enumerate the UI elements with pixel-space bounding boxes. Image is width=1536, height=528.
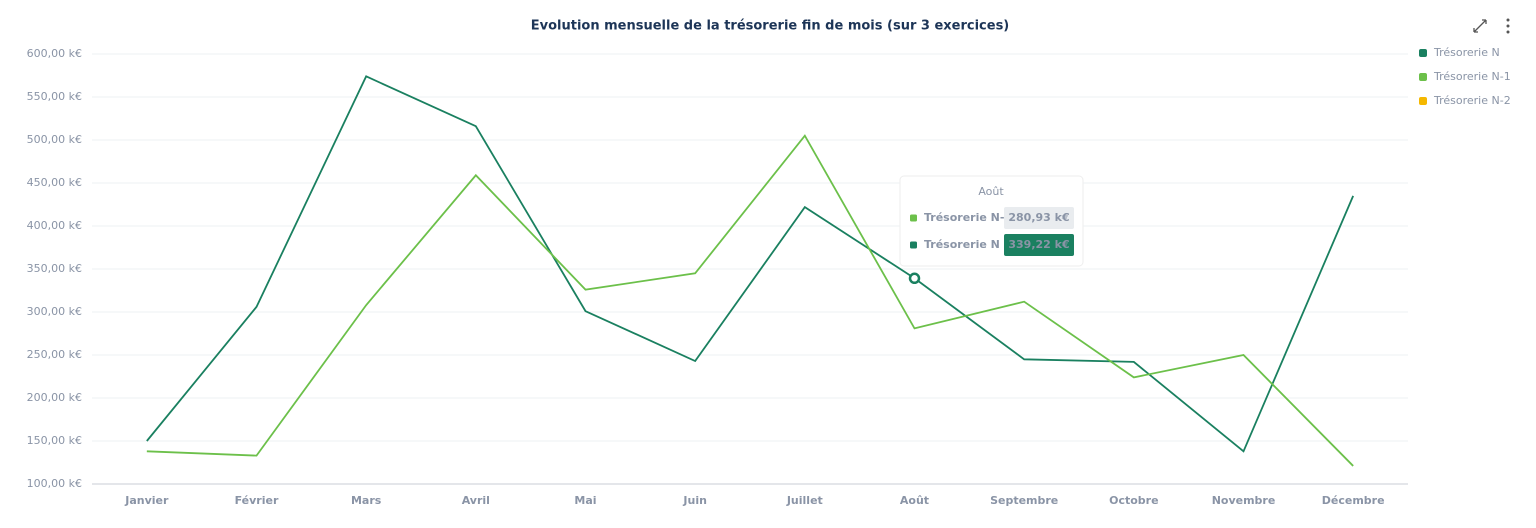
- x-tick-label: Juin: [682, 494, 707, 507]
- x-tick-label: Mai: [574, 494, 596, 507]
- y-tick-label: 200,00 k€: [27, 391, 82, 404]
- x-tick-label: Septembre: [990, 494, 1058, 507]
- tooltip-series: Trésorerie N: [924, 238, 1000, 251]
- legend-label: Trésorerie N-2: [1433, 94, 1511, 107]
- toolbar[interactable]: [1462, 8, 1522, 44]
- x-tick-label: Novembre: [1212, 494, 1276, 507]
- x-tick-label: Décembre: [1322, 494, 1385, 507]
- expand-icon[interactable]: [1473, 19, 1487, 33]
- tooltip-value: 280,93 k€: [1008, 211, 1069, 224]
- y-tick-label: 400,00 k€: [27, 219, 82, 232]
- tooltip-series: Trésorerie N-1: [924, 211, 1012, 224]
- toolbar-bg: [1462, 8, 1522, 44]
- hover-point: [908, 272, 921, 285]
- tooltip-value-bg: [1004, 207, 1074, 229]
- x-tick-label: Août: [900, 494, 929, 507]
- legend-label: Trésorerie N-1: [1433, 70, 1511, 83]
- legend-swatch: [1419, 73, 1427, 81]
- tooltip-value: 339,22 k€: [1008, 238, 1069, 251]
- series-line: [146, 75, 1354, 453]
- y-tick-label: 600,00 k€: [27, 47, 82, 60]
- menu-icon[interactable]: [1506, 18, 1510, 34]
- x-tick-label: Février: [235, 494, 279, 507]
- y-tick-label: 300,00 k€: [27, 305, 82, 318]
- y-tick-label: 150,00 k€: [27, 434, 82, 447]
- y-tick-label: 100,00 k€: [27, 477, 82, 490]
- y-tick-label: 250,00 k€: [27, 348, 82, 361]
- series-line: [146, 134, 1354, 467]
- x-tick-label: Juillet: [786, 494, 823, 507]
- tooltip-title: Août: [978, 185, 1004, 198]
- tooltip-swatch: [910, 241, 917, 249]
- y-tick-label: 350,00 k€: [27, 262, 82, 275]
- legend-swatch: [1419, 49, 1427, 57]
- y-tick-label: 450,00 k€: [27, 176, 82, 189]
- x-tick-label: Octobre: [1109, 494, 1158, 507]
- chart-title: Evolution mensuelle de la trésorerie fin…: [531, 19, 1010, 34]
- x-tick-label: Janvier: [124, 494, 169, 507]
- tooltip-swatch: [910, 214, 917, 222]
- y-tick-label: 550,00 k€: [27, 90, 82, 103]
- x-tick-label: Mars: [351, 494, 382, 507]
- y-tick-label: 500,00 k€: [27, 133, 82, 146]
- legend-label: Trésorerie N: [1433, 46, 1500, 59]
- x-tick-label: Avril: [462, 494, 490, 507]
- legend-swatch: [1419, 97, 1427, 105]
- tooltip-value-bg: [1004, 234, 1074, 256]
